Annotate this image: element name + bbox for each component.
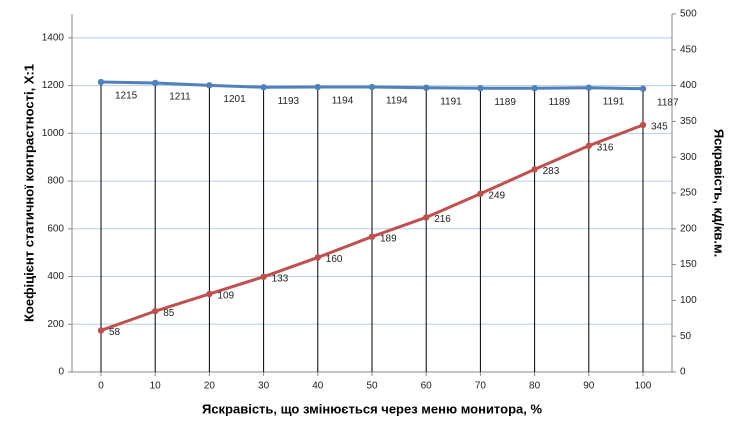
y2-tick-label: 250 xyxy=(680,188,697,199)
x-tick-label: 90 xyxy=(583,381,595,392)
x-tick-label: 30 xyxy=(258,381,270,392)
point xyxy=(368,233,376,240)
data-label: 249 xyxy=(488,190,505,201)
y2-tick-label: 200 xyxy=(680,223,697,234)
data-label: 1187 xyxy=(657,97,679,108)
data-label: 1191 xyxy=(603,96,625,107)
point xyxy=(314,254,321,261)
data-label: 216 xyxy=(434,214,451,225)
point xyxy=(260,273,267,280)
data-label: 1201 xyxy=(223,94,246,105)
data-label: 1211 xyxy=(169,92,191,103)
x-tick-label: 10 xyxy=(150,381,162,392)
data-label: 283 xyxy=(543,166,560,177)
y2-axis-title: Яскравість, кд/кв.м. xyxy=(712,129,727,257)
y2-tick-label: 500 xyxy=(680,9,697,20)
data-label: 1189 xyxy=(549,97,571,108)
x-tick-label: 70 xyxy=(475,381,487,392)
x-tick-label: 40 xyxy=(312,381,324,392)
point xyxy=(477,85,484,92)
y-tick-label: 1400 xyxy=(42,33,65,44)
data-label: 189 xyxy=(380,233,397,244)
y-tick-label: 1200 xyxy=(42,80,65,91)
point xyxy=(639,121,647,129)
y2-tick-label: 300 xyxy=(680,152,697,163)
point xyxy=(206,82,213,89)
data-label: 345 xyxy=(651,122,668,133)
y2-tick-label: 100 xyxy=(680,295,697,306)
y-tick-label: 1000 xyxy=(42,128,65,139)
y-axis-title: Коефіцієнт статичної контрастності, Х:1 xyxy=(21,64,36,322)
y2-tick-label: 0 xyxy=(680,367,686,378)
point xyxy=(423,214,430,221)
data-label: 109 xyxy=(217,291,234,302)
data-label: 1193 xyxy=(278,96,300,107)
point xyxy=(314,83,321,91)
data-label: 133 xyxy=(272,273,289,284)
y-tick-label: 0 xyxy=(58,367,64,378)
data-label: 316 xyxy=(597,142,614,153)
x-tick-label: 60 xyxy=(421,381,433,392)
data-label: 1215 xyxy=(115,91,138,102)
point xyxy=(97,327,105,334)
y2-tick-label: 400 xyxy=(680,80,697,91)
x-tick-label: 20 xyxy=(204,381,216,392)
point xyxy=(531,166,538,173)
point xyxy=(97,78,105,86)
data-label: 58 xyxy=(109,327,121,338)
point xyxy=(152,79,159,87)
y-tick-label: 400 xyxy=(47,271,64,282)
y2-tick-label: 450 xyxy=(680,44,697,55)
data-label: 85 xyxy=(163,308,175,319)
point xyxy=(585,142,592,149)
x-tick-label: 100 xyxy=(635,381,652,392)
point xyxy=(531,85,538,92)
data-label: 1191 xyxy=(440,96,462,107)
y2-tick-label: 350 xyxy=(680,116,697,127)
data-label: 1194 xyxy=(332,96,354,107)
data-label: 1189 xyxy=(494,97,516,108)
point xyxy=(152,307,159,315)
x-tick-label: 80 xyxy=(529,381,541,392)
x-tick-label: 50 xyxy=(366,381,378,392)
point xyxy=(477,190,484,197)
point xyxy=(585,84,592,91)
x-axis-title: Яскравість, що змінюється через меню мон… xyxy=(202,401,542,416)
point xyxy=(639,85,647,92)
y2-tick-label: 150 xyxy=(680,259,697,270)
point xyxy=(260,84,267,91)
point xyxy=(368,83,376,91)
y-tick-label: 800 xyxy=(47,176,64,187)
y-tick-label: 600 xyxy=(47,223,64,234)
x-tick-label: 0 xyxy=(98,381,104,392)
data-label: 1194 xyxy=(386,96,408,107)
point xyxy=(423,84,430,91)
data-label: 160 xyxy=(326,254,343,265)
y2-tick-label: 50 xyxy=(680,331,692,342)
point xyxy=(206,290,213,298)
y-tick-label: 200 xyxy=(47,319,64,330)
